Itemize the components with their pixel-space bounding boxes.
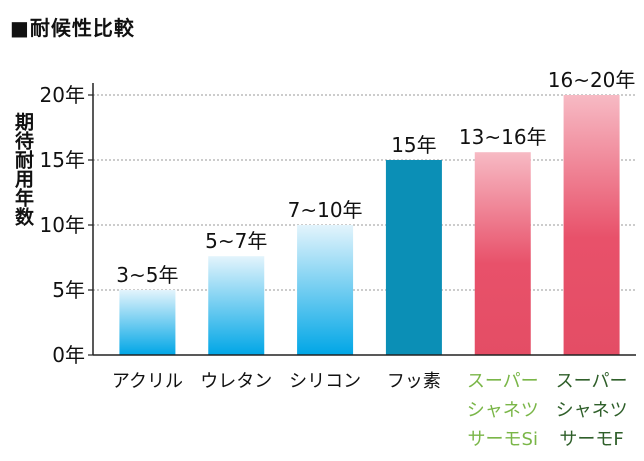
value-labels: 3~5年 5~7年 7~10年 15年 13~16年 16~20年: [116, 68, 635, 287]
bars: [119, 95, 620, 355]
bar: [563, 95, 620, 355]
chart-title: ■耐候性比較: [10, 16, 135, 40]
y-tick-label: 15年: [40, 148, 85, 172]
x-tick-label: シャネツ: [467, 400, 539, 421]
x-tick-label: シャネツ: [556, 400, 628, 421]
bar-value-label: 15年: [391, 133, 436, 157]
y-axis-label: 期待耐用年数: [12, 112, 34, 226]
y-tick-label: 0年: [52, 343, 85, 367]
bar: [297, 225, 354, 355]
bar: [119, 290, 176, 355]
axes: [92, 83, 636, 356]
x-tick-label: シリコン: [289, 371, 361, 392]
bar: [474, 152, 531, 355]
bar-value-label: 13~16年: [459, 125, 547, 149]
x-tick-label: フッ素: [387, 371, 441, 392]
bar-value-label: 3~5年: [116, 263, 178, 287]
bar-value-label: 7~10年: [288, 198, 363, 222]
grid-lines: [93, 94, 636, 291]
x-tick-label: アクリル: [112, 371, 183, 392]
y-tick-labels: 0年 5年 10年 15年 20年: [40, 83, 93, 367]
y-tick-label: 10年: [40, 213, 85, 237]
x-tick-label: スーパー: [467, 371, 539, 392]
y-tick-label: 5年: [52, 278, 85, 302]
bar-value-label: 5~7年: [205, 229, 267, 253]
y-tick-label: 20年: [40, 83, 85, 107]
x-tick-label: ウレタン: [200, 371, 272, 392]
bar: [208, 256, 265, 355]
bar: [385, 160, 442, 355]
x-tick-label: スーパー: [556, 371, 628, 392]
bar-value-label: 16~20年: [548, 68, 636, 92]
x-tick-label: サーモF: [559, 429, 623, 450]
x-tick-label: サーモSi: [468, 429, 538, 450]
